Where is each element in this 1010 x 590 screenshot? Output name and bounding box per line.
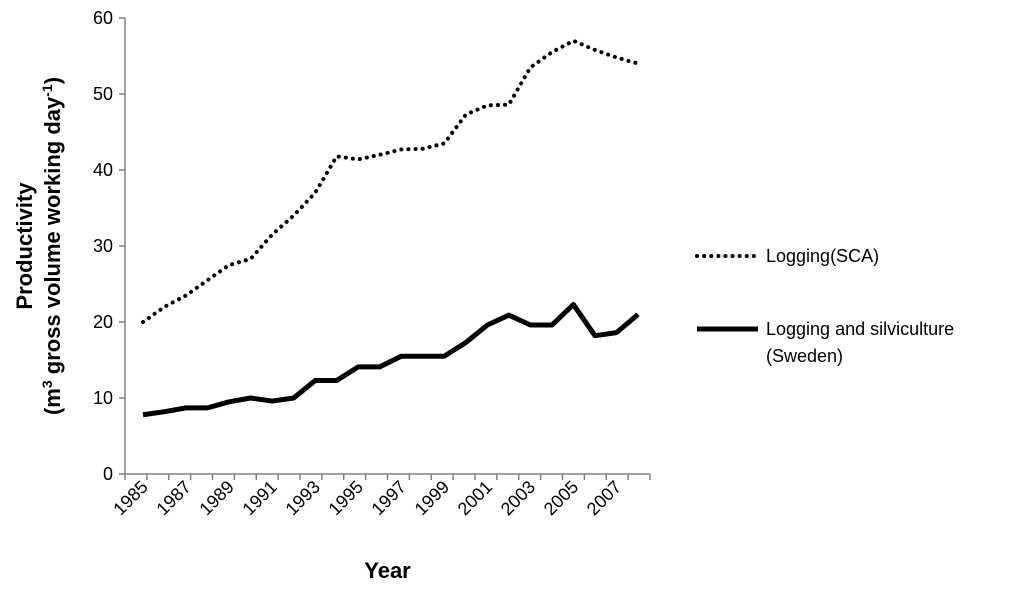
y-tick-label: 0 — [103, 464, 113, 484]
series-layer — [141, 38, 640, 418]
y-tick-label: 20 — [93, 312, 113, 332]
y-axis-title-open: (m — [40, 388, 65, 415]
y-tick-label: 10 — [93, 388, 113, 408]
y-axis-title: Productivity (m3 gross volume working da… — [12, 77, 65, 415]
x-tick-label: 1987 — [152, 477, 194, 519]
x-tick-label: 1993 — [282, 477, 324, 519]
y-tick-label: 50 — [93, 84, 113, 104]
series-logging-silviculture-line — [142, 302, 640, 418]
legend-label-logging-silviculture: Logging and silviculture — [766, 319, 954, 339]
x-tick-label: 1991 — [238, 477, 280, 519]
y-axis-title-line1: Productivity — [12, 182, 37, 310]
y-axis-ticks: 0 10 20 30 40 50 60 — [93, 8, 125, 484]
legend-label-logging-silviculture-line2: (Sweden) — [766, 346, 843, 366]
series-logging-sca-line — [141, 38, 640, 324]
y-tick-label: 60 — [93, 8, 113, 28]
x-tick-label: 2001 — [454, 477, 496, 519]
legend-label-logging-sca: Logging(SCA) — [766, 246, 879, 266]
y-tick-label: 30 — [93, 236, 113, 256]
y-axis-title-sup-neg1: -1 — [39, 84, 55, 97]
x-tick-label: 1997 — [368, 477, 410, 519]
y-tick-label: 40 — [93, 160, 113, 180]
y-axis-title-mid: gross volume working day — [40, 96, 65, 380]
x-tick-label: 1995 — [325, 477, 367, 519]
x-tick-label: 1989 — [195, 477, 237, 519]
y-axis-title-close: ) — [40, 77, 65, 84]
y-axis-title-sup-3: 3 — [39, 380, 55, 388]
x-tick-label: 1999 — [411, 477, 453, 519]
x-axis-title: Year — [364, 558, 411, 583]
x-tick-label: 2003 — [497, 477, 539, 519]
x-tick-label: 2007 — [583, 477, 625, 519]
x-tick-label: 1985 — [109, 477, 151, 519]
x-axis-ticks: 1985 1987 1989 1991 1993 1995 1997 1999 2001 2003… — [109, 474, 651, 519]
y-axis-title-line2: (m3 gross volume working day-1) — [39, 77, 65, 415]
legend: Logging(SCA) Logging and silviculture (S… — [695, 246, 954, 366]
x-tick-label: 2005 — [540, 477, 582, 519]
